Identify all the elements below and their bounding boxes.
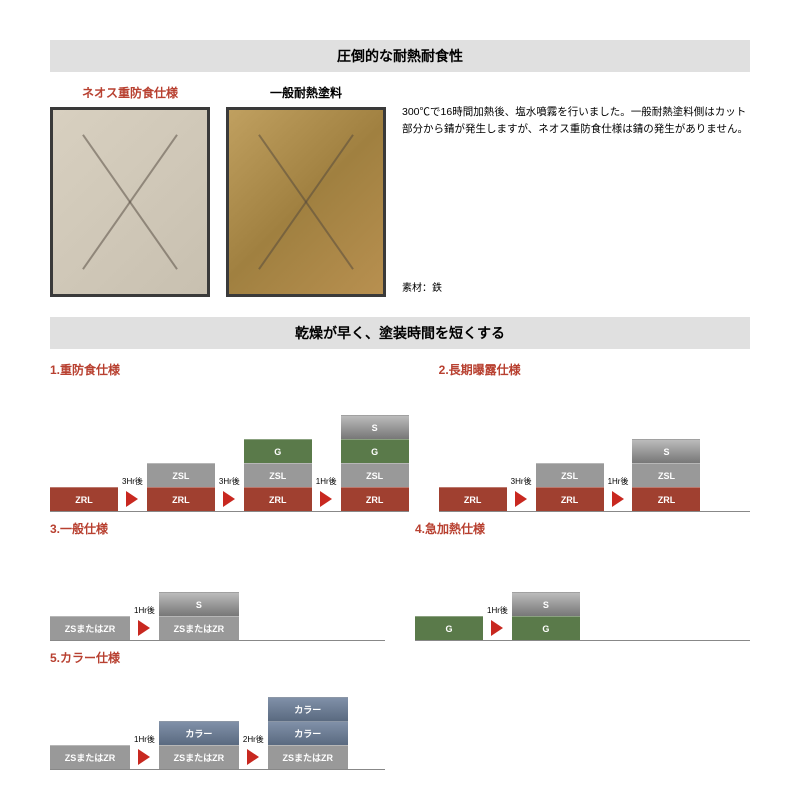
section1-title: 圧倒的な耐熱耐食性	[50, 40, 750, 72]
coating-stack: G	[415, 616, 483, 640]
arrow-col: 3Hr後	[511, 476, 532, 511]
time-label: 2Hr後	[243, 734, 264, 745]
time-label: 1Hr後	[316, 476, 337, 487]
coating-layer: ZSL	[632, 463, 700, 487]
coating-stack: ZRLZSLGS	[341, 415, 409, 511]
spec2-block: 2.長期曝露仕様 ZRL3Hr後ZRLZSL1Hr後ZRLZSLS	[439, 361, 750, 512]
coating-layer: ZSまたはZR	[50, 745, 130, 769]
time-label: 1Hr後	[487, 605, 508, 616]
coating-layer: ZRL	[50, 487, 118, 511]
time-label: 1Hr後	[608, 476, 629, 487]
coating-layer: ZRL	[439, 487, 507, 511]
coating-stack: ZSまたはZRS	[159, 592, 239, 640]
arrow-col: 1Hr後	[487, 605, 508, 640]
coating-layer: カラー	[268, 721, 348, 745]
spec5-title: 5.カラー仕様	[50, 649, 385, 666]
coating-layer: G	[244, 439, 312, 463]
arrow-icon	[138, 749, 150, 765]
spec4-stacks: G1Hr後GS	[415, 541, 750, 641]
coating-layer: ZRL	[632, 487, 700, 511]
time-label: 1Hr後	[134, 734, 155, 745]
coating-layer: S	[341, 415, 409, 439]
time-label: 1Hr後	[134, 605, 155, 616]
coating-layer: ZSL	[244, 463, 312, 487]
arrow-col: 2Hr後	[243, 734, 264, 769]
coating-layer: G	[415, 616, 483, 640]
spec4-block: 4.急加熱仕様 G1Hr後GS	[415, 520, 750, 641]
coating-stack: ZSまたはZRカラー	[159, 721, 239, 769]
sample-general-image	[226, 107, 386, 297]
section2-title: 乾燥が早く、塗装時間を短くする	[50, 317, 750, 349]
coating-layer: ZSL	[536, 463, 604, 487]
spec5-stacks: ZSまたはZR1Hr後ZSまたはZRカラー2Hr後ZSまたはZRカラーカラー	[50, 670, 385, 770]
material-note: 素材：鉄	[402, 281, 750, 297]
coating-layer: S	[512, 592, 580, 616]
spec1-title: 1.重防食仕様	[50, 361, 409, 378]
description-text: 300℃で16時間加熱後、塩水噴霧を行いました。一般耐熱塗料側はカット部分から錆…	[402, 104, 750, 138]
coating-layer: ZSまたはZR	[159, 745, 239, 769]
coating-stack: ZSまたはZR	[50, 616, 130, 640]
spec3-block: 3.一般仕様 ZSまたはZR1Hr後ZSまたはZRS	[50, 520, 385, 641]
arrow-icon	[126, 491, 138, 507]
spec1-stacks: ZRL3Hr後ZRLZSL3Hr後ZRLZSLG1Hr後ZRLZSLGS	[50, 382, 409, 512]
spec2-title: 2.長期曝露仕様	[439, 361, 750, 378]
coating-layer: カラー	[268, 697, 348, 721]
coating-stack: ZRL	[439, 487, 507, 511]
arrow-col: 3Hr後	[219, 476, 240, 511]
time-label: 3Hr後	[511, 476, 532, 487]
arrow-icon	[223, 491, 235, 507]
time-label: 3Hr後	[219, 476, 240, 487]
arrow-col: 1Hr後	[134, 605, 155, 640]
coating-layer: G	[341, 439, 409, 463]
coating-layer: ZRL	[147, 487, 215, 511]
spec4-title: 4.急加熱仕様	[415, 520, 750, 537]
sample-neos-image	[50, 107, 210, 297]
spec2-stacks: ZRL3Hr後ZRLZSL1Hr後ZRLZSLS	[439, 382, 750, 512]
coating-layer: ZSL	[341, 463, 409, 487]
arrow-icon	[247, 749, 259, 765]
coating-stack: ZRLZSLS	[632, 439, 700, 511]
coating-stack: ZSまたはZRカラーカラー	[268, 697, 348, 769]
comparison-row: ネオス重防食仕様 一般耐熱塗料 300℃で16時間加熱後、塩水噴霧を行いました。…	[50, 84, 750, 297]
coating-layer: ZSまたはZR	[159, 616, 239, 640]
arrow-col: 1Hr後	[608, 476, 629, 511]
description-column: 300℃で16時間加熱後、塩水噴霧を行いました。一般耐熱塗料側はカット部分から錆…	[402, 84, 750, 297]
coating-layer: ZSまたはZR	[50, 616, 130, 640]
spec-section: 1.重防食仕様 ZRL3Hr後ZRLZSL3Hr後ZRLZSLG1Hr後ZRLZ…	[50, 361, 750, 770]
coating-layer: ZRL	[536, 487, 604, 511]
arrow-icon	[138, 620, 150, 636]
coating-layer: ZRL	[341, 487, 409, 511]
arrow-col: 1Hr後	[316, 476, 337, 511]
arrow-icon	[515, 491, 527, 507]
arrow-icon	[320, 491, 332, 507]
arrow-icon	[491, 620, 503, 636]
coating-stack: ZRLZSLG	[244, 439, 312, 511]
coating-layer: ZSまたはZR	[268, 745, 348, 769]
coating-stack: GS	[512, 592, 580, 640]
sample-neos: ネオス重防食仕様	[50, 84, 210, 297]
time-label: 3Hr後	[122, 476, 143, 487]
arrow-col: 3Hr後	[122, 476, 143, 511]
coating-stack: ZRL	[50, 487, 118, 511]
coating-layer: ZRL	[244, 487, 312, 511]
coating-stack: ZRLZSL	[147, 463, 215, 511]
sample-general: 一般耐熱塗料	[226, 84, 386, 297]
coating-layer: G	[512, 616, 580, 640]
coating-layer: カラー	[159, 721, 239, 745]
coating-layer: S	[159, 592, 239, 616]
spec3-title: 3.一般仕様	[50, 520, 385, 537]
arrow-icon	[612, 491, 624, 507]
sample-neos-label: ネオス重防食仕様	[82, 84, 178, 101]
spec5-block: 5.カラー仕様 ZSまたはZR1Hr後ZSまたはZRカラー2Hr後ZSまたはZR…	[50, 649, 385, 770]
sample-general-label: 一般耐熱塗料	[270, 84, 342, 101]
spec1-block: 1.重防食仕様 ZRL3Hr後ZRLZSL3Hr後ZRLZSLG1Hr後ZRLZ…	[50, 361, 409, 512]
coating-stack: ZRLZSL	[536, 463, 604, 511]
arrow-col: 1Hr後	[134, 734, 155, 769]
coating-layer: S	[632, 439, 700, 463]
coating-stack: ZSまたはZR	[50, 745, 130, 769]
coating-layer: ZSL	[147, 463, 215, 487]
spec3-stacks: ZSまたはZR1Hr後ZSまたはZRS	[50, 541, 385, 641]
